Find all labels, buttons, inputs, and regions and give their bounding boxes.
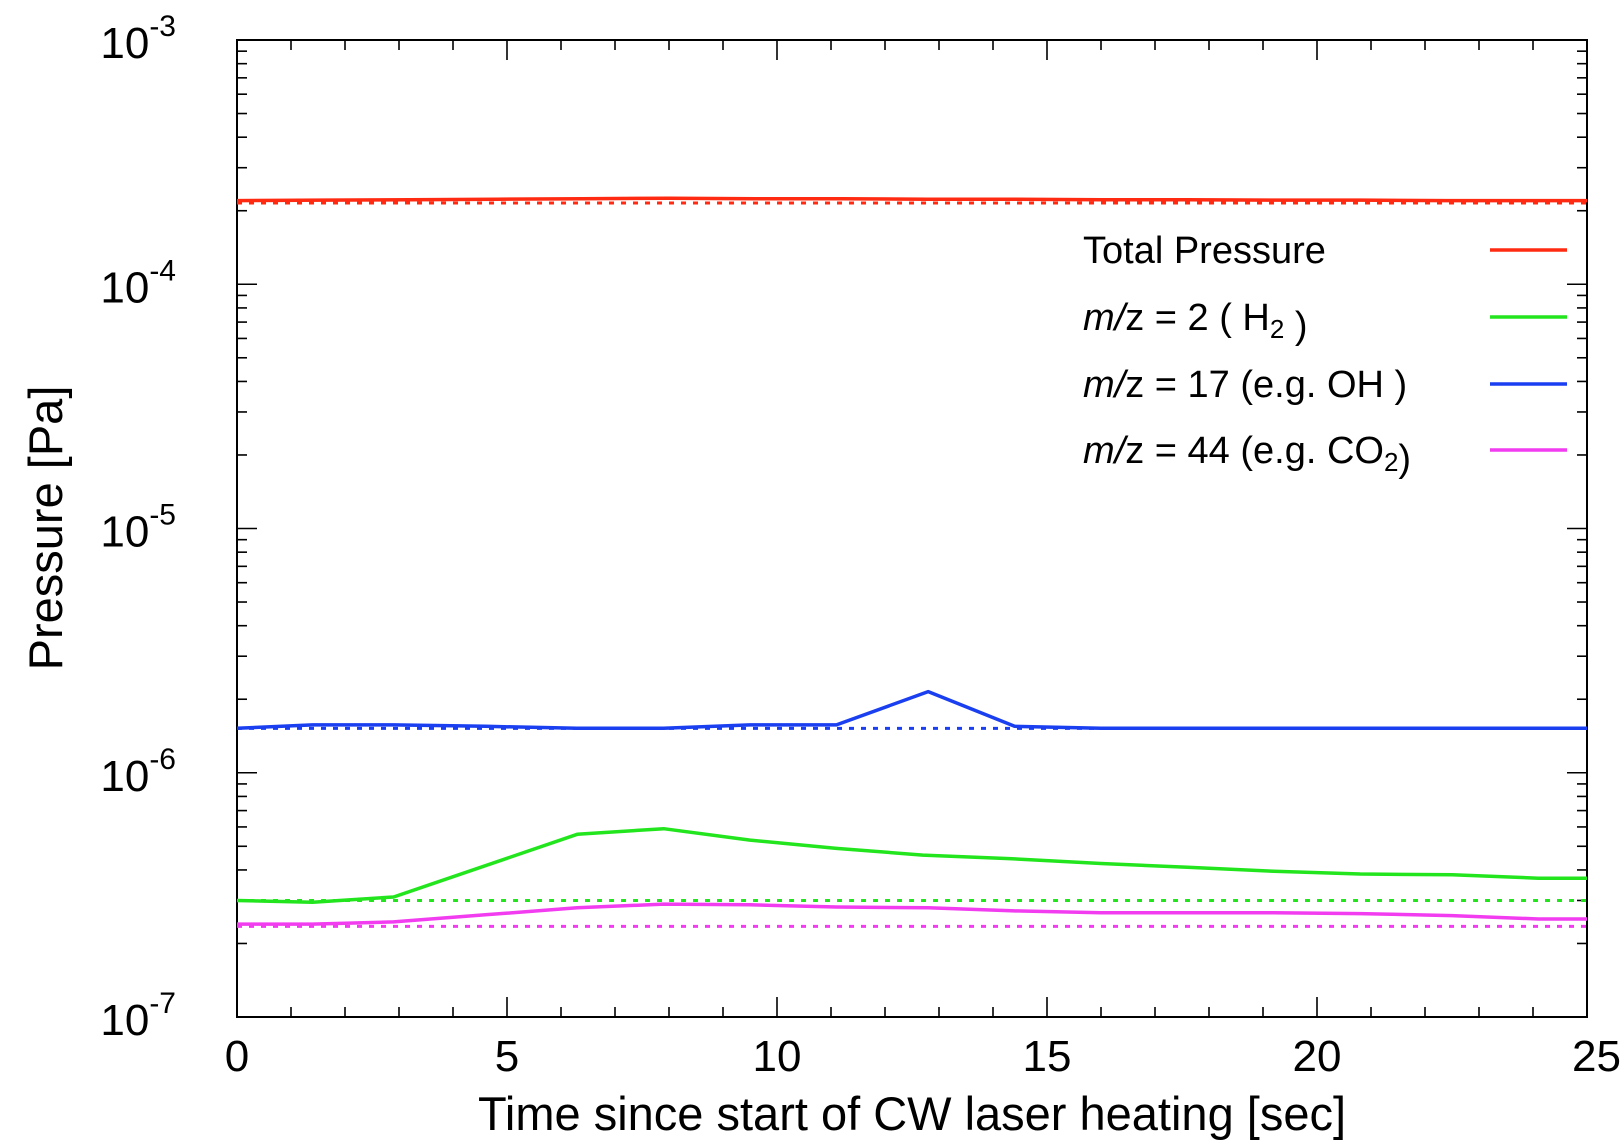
axis-ticks — [236, 40, 1588, 1018]
y-axis-title: Pressure [Pa] — [19, 386, 72, 671]
x-tick-label: 10 — [753, 1032, 802, 1081]
y-tick-label: 10-7 — [100, 987, 176, 1045]
series-lines — [236, 196, 1587, 926]
x-tick-labels: 0 5 10 15 20 25 — [225, 1032, 1621, 1081]
series-line-co2 — [237, 902, 1587, 926]
x-tick-label: 25 — [1572, 1032, 1621, 1081]
y-tick-label: 10-4 — [100, 254, 176, 312]
y-tick-label: 10-6 — [100, 743, 176, 801]
x-tick-label: 15 — [1023, 1032, 1072, 1081]
plot-frame — [236, 39, 1588, 1018]
series-line-oh — [236, 689, 1587, 731]
y-tick-labels: 10-7 10-6 10-5 10-4 10-3 — [100, 10, 176, 1045]
series-line-total-pressure — [236, 196, 1587, 203]
x-axis-title: Time since start of CW laser heating [se… — [478, 1087, 1346, 1140]
legend-label: m/z = 2 ( H2 ) — [1083, 297, 1308, 347]
legend-label: m/z = 44 (e.g. CO2) — [1083, 430, 1411, 480]
x-tick-label: 20 — [1293, 1032, 1342, 1081]
x-tick-label: 5 — [495, 1032, 519, 1081]
x-tick-label: 0 — [225, 1032, 249, 1081]
y-tick-label: 10-3 — [100, 10, 176, 68]
legend-label: m/z = 17 (e.g. OH ) — [1083, 364, 1407, 406]
legend-label: Total Pressure — [1083, 230, 1326, 272]
baseline-lines — [237, 201, 1587, 928]
y-tick-label: 10-5 — [100, 499, 176, 557]
legend: Total Pressure m/z = 2 ( H2 ) m/z = 17 (e.… — [1083, 230, 1567, 480]
series-line-h2 — [236, 826, 1587, 904]
